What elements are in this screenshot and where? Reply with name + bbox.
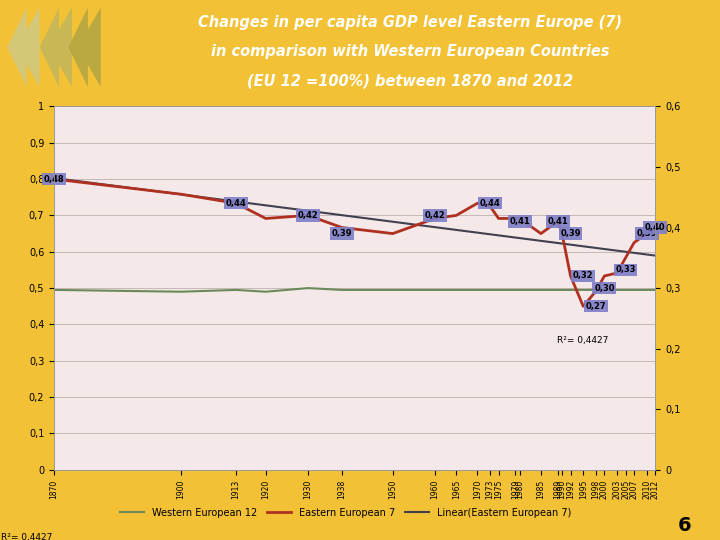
Legend: Western European 12, Eastern European 7, Linear(Eastern European 7): Western European 12, Eastern European 7,…	[116, 504, 575, 522]
Text: 0,39: 0,39	[332, 229, 352, 238]
Text: 0,44: 0,44	[225, 199, 246, 208]
Polygon shape	[40, 8, 72, 87]
Text: in comparison with Western European Countries: in comparison with Western European Coun…	[211, 44, 610, 58]
Text: Changes in per capita GDP level Eastern Europe (7): Changes in per capita GDP level Eastern …	[199, 15, 622, 30]
Text: 0,33: 0,33	[616, 266, 636, 274]
Text: 0,42: 0,42	[425, 211, 446, 220]
Text: 0,39: 0,39	[560, 229, 581, 238]
Text: 0,39: 0,39	[636, 229, 657, 238]
Polygon shape	[7, 8, 40, 87]
Text: 0,41: 0,41	[547, 217, 568, 226]
Text: 0,44: 0,44	[480, 199, 500, 208]
Text: R²= 0,4427: R²= 0,4427	[557, 335, 608, 345]
Text: 0,30: 0,30	[594, 284, 615, 293]
Text: 0,42: 0,42	[297, 211, 318, 220]
Text: 0,40: 0,40	[645, 223, 665, 232]
Text: 0,48: 0,48	[44, 174, 64, 184]
Text: (EU 12 =100%) between 1870 and 2012: (EU 12 =100%) between 1870 and 2012	[248, 74, 573, 89]
Text: 0,41: 0,41	[509, 217, 530, 226]
Polygon shape	[68, 8, 101, 87]
Text: 0,27: 0,27	[585, 302, 606, 310]
Text: 6: 6	[678, 516, 691, 535]
Text: R²= 0,4427: R²= 0,4427	[1, 532, 53, 540]
Text: 0,32: 0,32	[573, 272, 593, 280]
